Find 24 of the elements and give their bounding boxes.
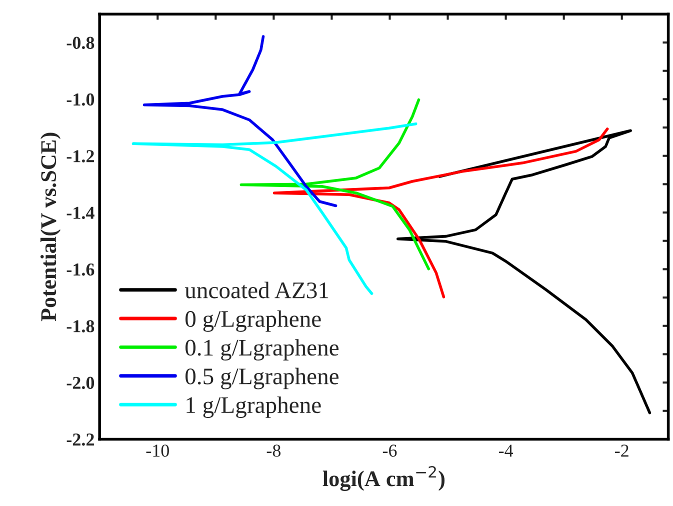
- x-tick-label: -4: [498, 444, 514, 457]
- x-tick-label: -2: [615, 444, 628, 457]
- y-tick-label: -1.6: [66, 264, 94, 276]
- line-series: [240, 98, 430, 270]
- y-tick-label: -2.2: [66, 434, 94, 446]
- legend-label: uncoated AZ31: [184, 282, 328, 298]
- legend-label: 0 g/Lgraphene: [186, 310, 321, 332]
- x-tick-label: -6: [382, 444, 397, 457]
- x-axis-title: logi(A cm$^{−2}$): [322, 466, 445, 491]
- legend-label: 0.5 g/Lgraphene: [186, 368, 339, 390]
- y-tick-label: -2.0: [66, 376, 94, 390]
- line-series: [396, 129, 652, 414]
- y-axis-title: Potential(V vs.SCE): [40, 132, 61, 322]
- y-tick-label: -1.8: [66, 320, 94, 332]
- x-tick-label: -8: [266, 444, 281, 457]
- y-tick-label: -1.2: [66, 150, 94, 162]
- y-tick-label: -0.8: [66, 36, 94, 50]
- legend-label: 0.1 g/Lgraphene: [186, 339, 339, 361]
- legend-label: 1 g/Lgraphene: [186, 396, 321, 418]
- line-series: [142, 35, 338, 208]
- x-tick-label: -10: [146, 444, 169, 457]
- y-tick-label: -1.0: [66, 93, 94, 106]
- line-series: [272, 128, 609, 298]
- y-tick-label: -1.4: [66, 206, 94, 220]
